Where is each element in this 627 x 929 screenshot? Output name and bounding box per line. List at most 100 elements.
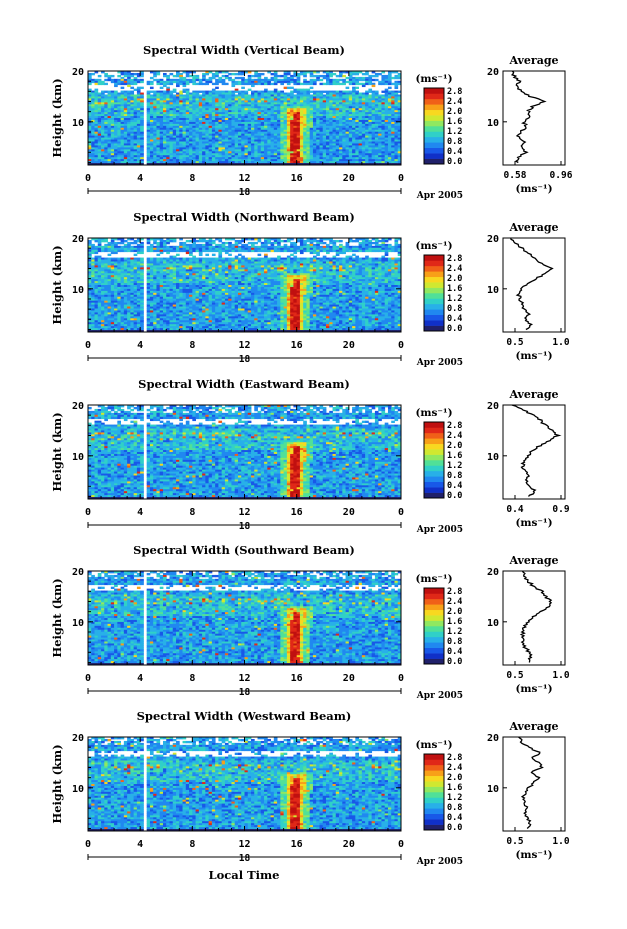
heatmap-cell xyxy=(196,83,200,85)
heatmap-cell xyxy=(124,240,128,242)
heatmap-cell xyxy=(319,79,323,81)
heatmap-cell xyxy=(189,81,193,83)
colorbar-swatch xyxy=(424,99,444,105)
heatmap-cell xyxy=(173,75,177,77)
heatmap-cell xyxy=(130,75,134,77)
heatmap-cell xyxy=(235,91,239,93)
heatmap-cell xyxy=(150,91,154,93)
heatmap-cell xyxy=(378,73,382,75)
colorbar-swatch xyxy=(424,148,444,154)
heatmap-cell xyxy=(290,81,294,83)
heatmap-cell xyxy=(170,83,174,85)
heatmap-cell xyxy=(186,83,190,85)
heatmap-cell xyxy=(95,252,99,254)
heatmap-cell xyxy=(186,75,190,77)
heatmap-cell xyxy=(271,73,275,75)
heatmap-cell xyxy=(359,83,363,85)
heatmap-cell xyxy=(346,77,350,79)
heatmap-cell xyxy=(121,250,125,252)
heatmap-cell xyxy=(199,91,203,93)
x-tick-label: 20 xyxy=(343,173,355,184)
colorbar-swatch xyxy=(424,153,444,159)
heatmap-cell xyxy=(293,91,297,93)
heatmap-cell xyxy=(199,83,203,85)
heatmap-cell xyxy=(355,73,359,75)
average-unit-label: (ms⁻¹) xyxy=(515,183,552,195)
heatmap-cell xyxy=(91,252,95,254)
heatmap-cell xyxy=(127,250,131,252)
x-tick-label: 4 xyxy=(137,173,143,184)
heatmap-cell xyxy=(101,83,105,85)
heatmap-cell xyxy=(150,77,154,79)
heatmap-cell xyxy=(388,87,392,89)
heatmap-cell xyxy=(117,242,121,244)
average-frame xyxy=(503,71,565,165)
heatmap-cell xyxy=(150,250,154,252)
heatmap-cell xyxy=(124,250,128,252)
heatmap-cell xyxy=(176,85,180,87)
heatmap-cell xyxy=(342,75,346,77)
heatmap-cell xyxy=(375,79,379,81)
heatmap-cell xyxy=(104,240,108,242)
heatmap-cell xyxy=(287,83,291,85)
colorbar-tick-label: 2.0 xyxy=(447,107,462,117)
heatmap-cell xyxy=(375,75,379,77)
heatmap-cell xyxy=(310,83,314,85)
x-tick-label: 12 xyxy=(238,173,250,184)
heatmap-cell xyxy=(192,83,196,85)
colorbar-tick-label: 0.4 xyxy=(447,147,462,157)
heatmap-cell xyxy=(323,77,327,79)
heatmap-cell xyxy=(319,83,323,85)
heatmap-cell xyxy=(121,242,125,244)
heatmap-cell xyxy=(202,79,206,81)
heatmap-cell xyxy=(346,81,350,83)
heatmap-cell xyxy=(385,83,389,85)
avg-y-tick-label: 20 xyxy=(487,67,499,78)
heatmap-cell xyxy=(134,89,138,91)
heatmap-cell xyxy=(300,83,304,85)
heatmap-cell xyxy=(150,87,154,89)
heatmap-cell xyxy=(359,79,363,81)
heatmap-cell xyxy=(121,83,125,85)
heatmap-cell xyxy=(251,85,255,87)
heatmap-cell xyxy=(231,85,235,87)
heatmap-cell xyxy=(261,73,265,75)
heatmap-cell xyxy=(179,83,183,85)
heatmap-cell xyxy=(365,73,369,75)
colorbar-swatch xyxy=(424,104,444,110)
heatmap-cell xyxy=(277,81,281,83)
x-tick-label: 16 xyxy=(291,173,303,184)
heatmap-cell xyxy=(287,87,291,89)
heatmap-cell xyxy=(381,91,385,93)
heatmap-cell xyxy=(238,83,242,85)
heatmap-cell xyxy=(365,83,369,85)
heatmap-cell xyxy=(381,83,385,85)
heatmap-cell xyxy=(303,75,307,77)
heatmap-cell xyxy=(134,83,138,85)
colorbar-tick-label: 0.0 xyxy=(447,157,462,167)
heatmap-cell xyxy=(372,75,376,77)
heatmap-cell xyxy=(342,83,346,85)
heatmap-cell xyxy=(368,91,372,93)
colorbar-swatch xyxy=(424,115,444,121)
heatmap-cell xyxy=(362,79,366,81)
heatmap-cell xyxy=(323,83,327,85)
date-tick-label: 18 xyxy=(239,187,251,198)
heatmap-cell xyxy=(319,75,323,77)
heatmap-cell xyxy=(95,83,99,85)
heatmap-cell xyxy=(293,83,297,85)
heatmap-cell xyxy=(124,83,128,85)
panel-title: Spectral Width (Vertical Beam) xyxy=(143,43,345,57)
avg-y-tick-label: 10 xyxy=(487,118,499,129)
colorbar-swatch xyxy=(424,126,444,132)
y-tick-label: 20 xyxy=(72,67,84,78)
heatmap-cell xyxy=(372,85,376,87)
heatmap-cell xyxy=(98,83,102,85)
heatmap-cell xyxy=(215,75,219,77)
y-tick-label: 10 xyxy=(72,118,84,129)
heatmap-cell xyxy=(323,91,327,93)
colorbar-tick-label: 2.4 xyxy=(447,97,462,107)
heatmap-cell xyxy=(235,83,239,85)
heatmap-cell xyxy=(147,83,151,85)
heatmap-cell xyxy=(215,83,219,85)
